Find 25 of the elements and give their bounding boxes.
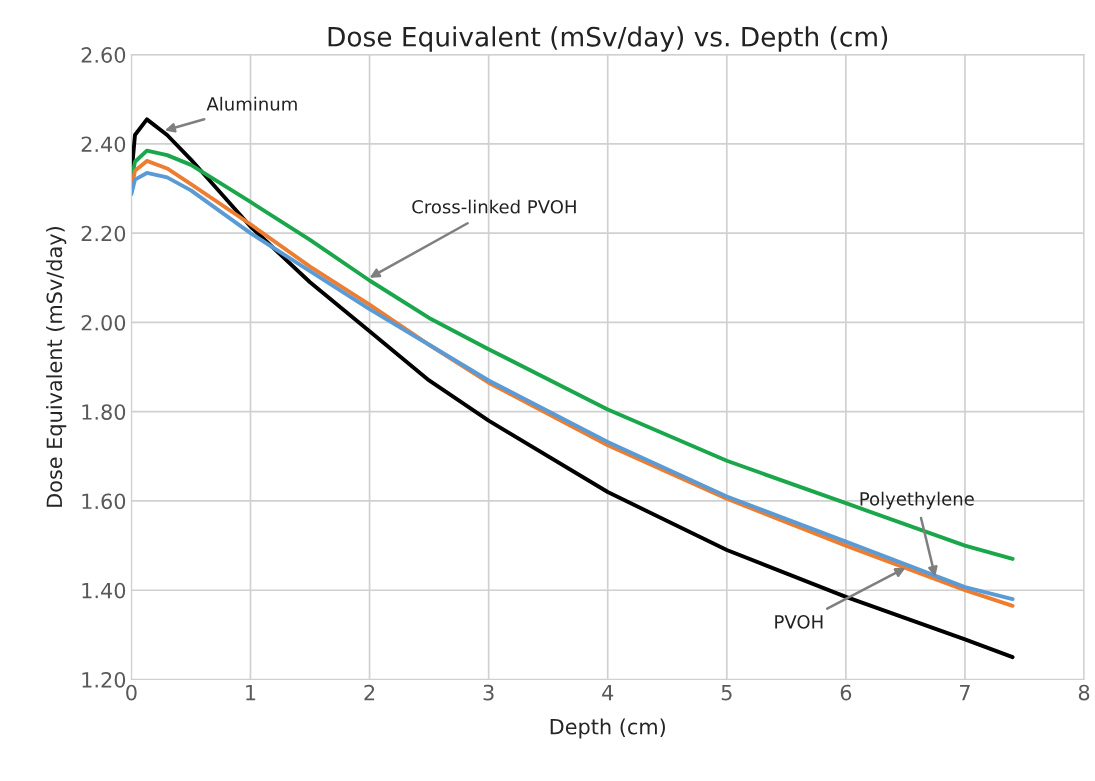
annotation: Aluminum [206, 96, 297, 111]
y-axis-title: Dose Equivalent (mSv/day) [46, 227, 67, 507]
x-tick-label: 4 [602, 684, 614, 701]
annotation: PVOH [775, 615, 823, 629]
x-tick-label: 3 [483, 684, 494, 701]
y-tick-label: 1.80 [82, 404, 126, 420]
x-tick-label: 1 [246, 684, 256, 701]
line-series [131, 117, 1015, 660]
annotation: Cross-linked PVOH [412, 199, 576, 214]
x-tick-label: 6 [840, 684, 852, 701]
x-tick-label: 7 [960, 684, 970, 701]
x-tick-label: 8 [1078, 684, 1090, 701]
y-tick-label: 1.40 [82, 582, 126, 599]
y-tick-label: 2.20 [81, 225, 126, 242]
y-tick-label: 2.00 [81, 314, 126, 331]
x-axis-title: Depth (cm) [550, 718, 665, 739]
y-tick-label: 2.40 [81, 136, 126, 153]
y-tick-label: 1.60 [82, 493, 126, 510]
y-tick-label: 2.60 [81, 47, 126, 63]
x-tick-label: 2 [364, 684, 375, 701]
x-tick-label: 0 [126, 684, 137, 701]
chart-title: Dose Equivalent (mSv/day) vs. Depth (cm) [328, 26, 888, 52]
x-tick-label: 5 [721, 684, 732, 701]
y-tick-label: 1.20 [82, 671, 126, 688]
annotation: Polyethylene [860, 491, 974, 510]
